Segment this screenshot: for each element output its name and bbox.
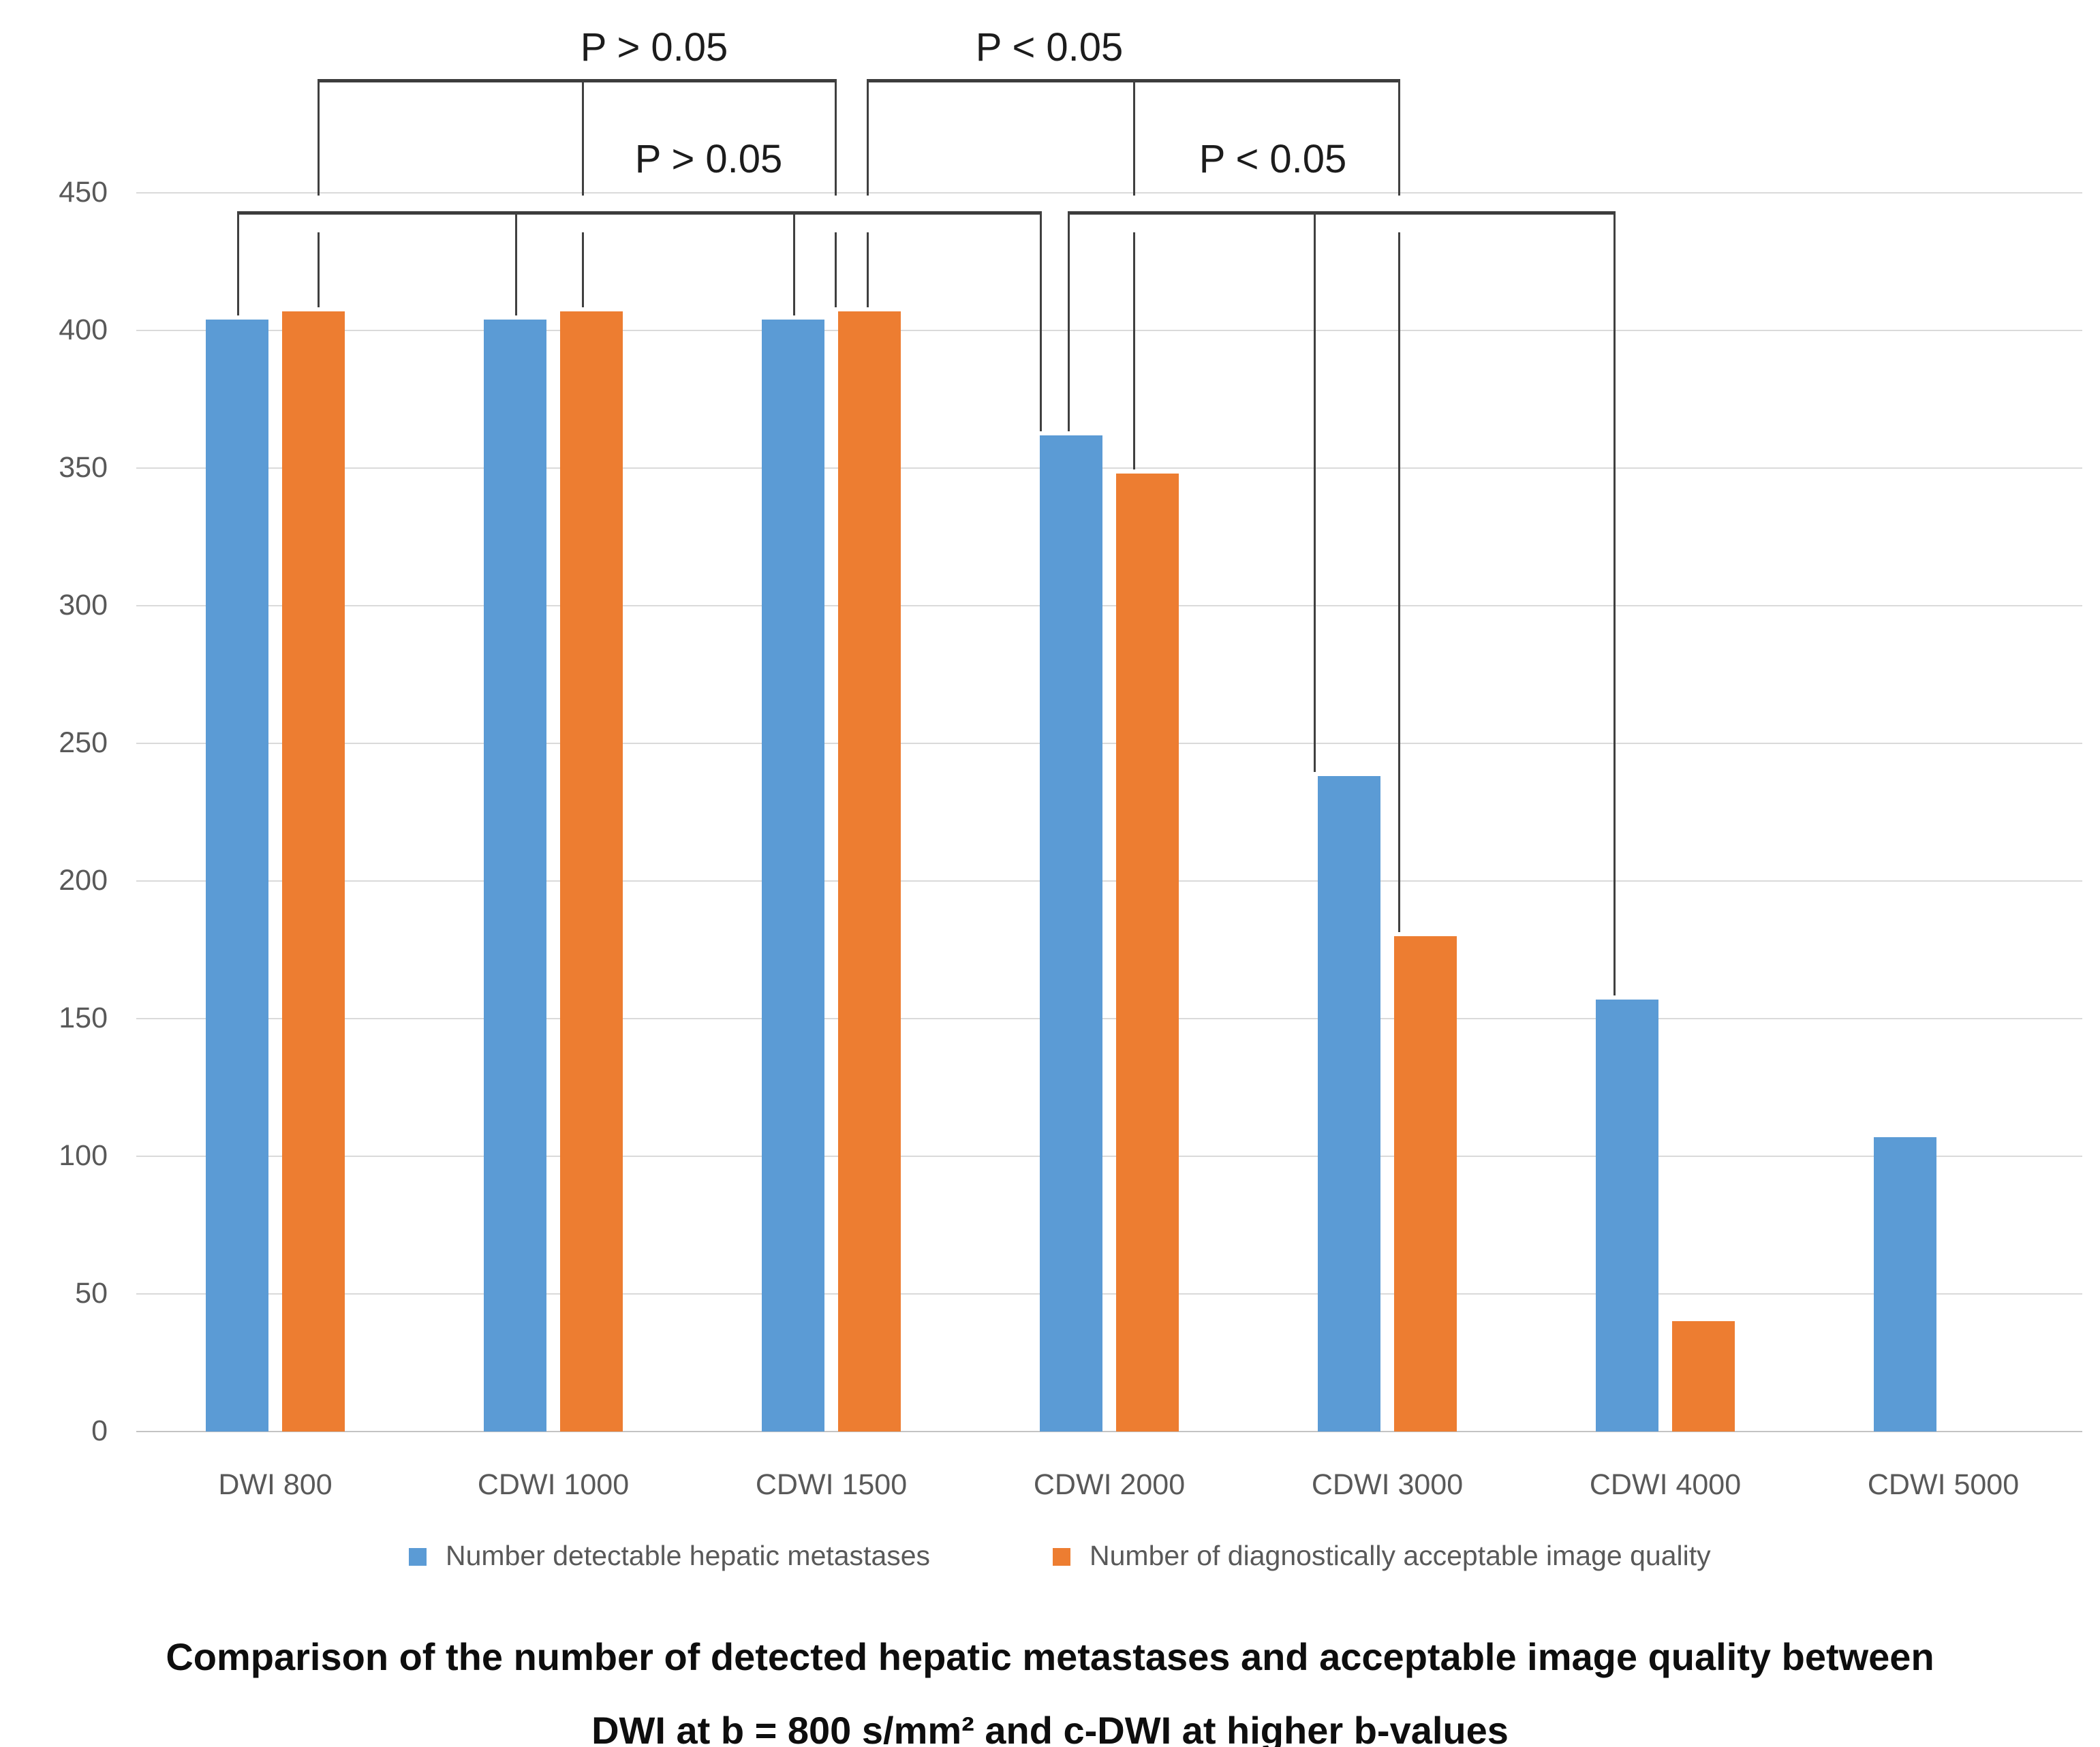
legend-swatch-acceptable-quality <box>1053 1548 1070 1566</box>
bracket-2-tick-2 <box>793 213 795 315</box>
bracket-1-tick-0a <box>867 80 869 196</box>
figure-title-line2: DWI at b = 800 s/mm² and c-DWI at higher… <box>591 1709 1509 1747</box>
x-label-dwi-800: DWI 800 <box>218 1468 333 1501</box>
gridline-400 <box>136 330 2082 331</box>
y-tick-label-450: 450 <box>59 176 108 208</box>
y-tick-label-100: 100 <box>59 1139 108 1172</box>
bracket-1-tick-0b <box>867 232 869 307</box>
y-tick-label-50: 50 <box>75 1277 108 1310</box>
bracket-0-tick-2b <box>835 232 837 307</box>
p-value-label: P < 0.05 <box>975 25 1124 69</box>
x-label-cdwi-4000: CDWI 4000 <box>1589 1468 1742 1501</box>
y-tick-label-300: 300 <box>59 589 108 621</box>
bar-cdwi-3000-detectable <box>1318 776 1380 1432</box>
bracket-1-tick-2a <box>1398 80 1400 196</box>
bracket-3-line <box>1068 211 1616 215</box>
legend-label-detectable-metastases: Number detectable hepatic metastases <box>446 1540 931 1571</box>
bracket-2-tick-1 <box>515 213 517 315</box>
y-tick-label-0: 0 <box>91 1414 108 1447</box>
bracket-2-line <box>237 211 1042 215</box>
bracket-3-tick-1 <box>1314 213 1316 773</box>
bracket-1-tick-1a <box>1133 80 1135 196</box>
gridline-100 <box>136 1156 2082 1157</box>
bracket-0-tick-1a <box>582 80 584 196</box>
legend-label-acceptable-quality: Number of diagnostically acceptable imag… <box>1090 1540 1711 1571</box>
bracket-1-tick-1b <box>1133 232 1135 470</box>
bar-cdwi-4000-detectable <box>1596 999 1658 1432</box>
gridline-200 <box>136 880 2082 882</box>
bracket-3-tick-0 <box>1068 213 1070 431</box>
x-label-cdwi-1500: CDWI 1500 <box>755 1468 908 1501</box>
x-label-cdwi-5000: CDWI 5000 <box>1867 1468 2020 1501</box>
bracket-1-tick-2b <box>1398 232 1400 932</box>
figure-title: Comparison of the number of detected hep… <box>0 1620 2100 1747</box>
y-tick-label-400: 400 <box>59 313 108 346</box>
figure-title-line1: Comparison of the number of detected hep… <box>166 1635 1934 1678</box>
gridline-450 <box>136 192 2082 194</box>
y-tick-label-250: 250 <box>59 726 108 759</box>
gridline-300 <box>136 605 2082 606</box>
bar-cdwi-2000-detectable <box>1040 435 1102 1432</box>
y-tick-label-200: 200 <box>59 864 108 897</box>
bar-cdwi-4000-of <box>1672 1321 1735 1432</box>
y-tick-label-150: 150 <box>59 1002 108 1034</box>
p-value-label: P > 0.05 <box>580 25 728 69</box>
bar-dwi-800-of <box>282 311 345 1432</box>
bracket-0-tick-1b <box>582 232 584 307</box>
bracket-0-tick-0a <box>318 80 320 196</box>
bracket-0-tick-0b <box>318 232 320 307</box>
bracket-3-tick-2 <box>1613 213 1616 995</box>
bar-cdwi-1000-detectable <box>484 319 546 1432</box>
gridline-350 <box>136 467 2082 469</box>
bar-cdwi-1500-of <box>838 311 901 1432</box>
bracket-0-tick-2a <box>835 80 837 196</box>
bar-cdwi-3000-of <box>1394 936 1457 1432</box>
bracket-2-tick-3 <box>1040 213 1042 431</box>
gridline-50 <box>136 1293 2082 1295</box>
bar-cdwi-2000-of <box>1116 474 1179 1432</box>
bar-cdwi-5000-detectable <box>1874 1137 1936 1432</box>
x-label-cdwi-3000: CDWI 3000 <box>1311 1468 1464 1501</box>
bracket-2-tick-0 <box>237 213 239 315</box>
bar-cdwi-1500-detectable <box>762 319 824 1432</box>
p-value-label: P < 0.05 <box>1199 137 1347 181</box>
gridline-250 <box>136 743 2082 744</box>
p-value-label: P > 0.05 <box>634 137 783 181</box>
gridline-0 <box>136 1431 2082 1432</box>
legend-swatch-detectable-metastases <box>409 1548 427 1566</box>
y-tick-label-350: 350 <box>59 451 108 484</box>
x-label-cdwi-2000: CDWI 2000 <box>1033 1468 1186 1501</box>
bar-dwi-800-detectable <box>206 319 268 1432</box>
bar-cdwi-1000-of <box>560 311 623 1432</box>
x-label-cdwi-1000: CDWI 1000 <box>477 1468 630 1501</box>
gridline-150 <box>136 1018 2082 1019</box>
bracket-0-line <box>318 79 837 82</box>
